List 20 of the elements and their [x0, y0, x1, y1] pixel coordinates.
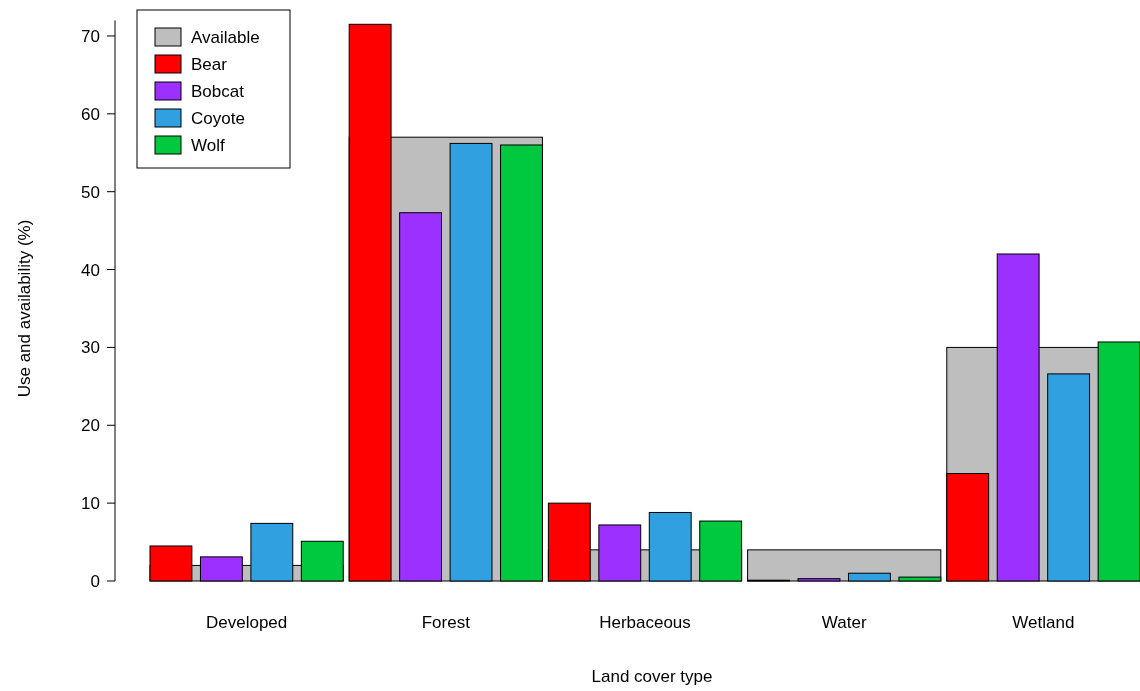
- legend-label: Bobcat: [191, 81, 245, 101]
- x-tick-label: Water: [821, 613, 867, 632]
- x-tick-label: Wetland: [1012, 613, 1075, 632]
- legend-label: Wolf: [191, 135, 225, 155]
- y-axis-title: Use and availability (%): [15, 219, 34, 398]
- y-tick-label: 30: [81, 338, 100, 358]
- y-tick-label: 10: [81, 494, 100, 514]
- y-tick-label: 50: [81, 182, 100, 202]
- x-tick-label: Herbaceous: [599, 613, 691, 632]
- y-tick-label: 60: [81, 104, 100, 124]
- legend-label: Bear: [191, 54, 228, 74]
- legend-label: Coyote: [191, 108, 245, 128]
- y-tick-label: 0: [90, 571, 100, 591]
- x-tick-label: Developed: [205, 613, 288, 632]
- legend-label: Available: [191, 27, 260, 47]
- y-tick-label: 40: [81, 260, 100, 280]
- x-tick-label: Forest: [421, 613, 471, 632]
- y-tick-label: 20: [81, 416, 100, 436]
- y-tick-label: 70: [81, 26, 100, 46]
- x-axis-title: Land cover type: [591, 667, 713, 686]
